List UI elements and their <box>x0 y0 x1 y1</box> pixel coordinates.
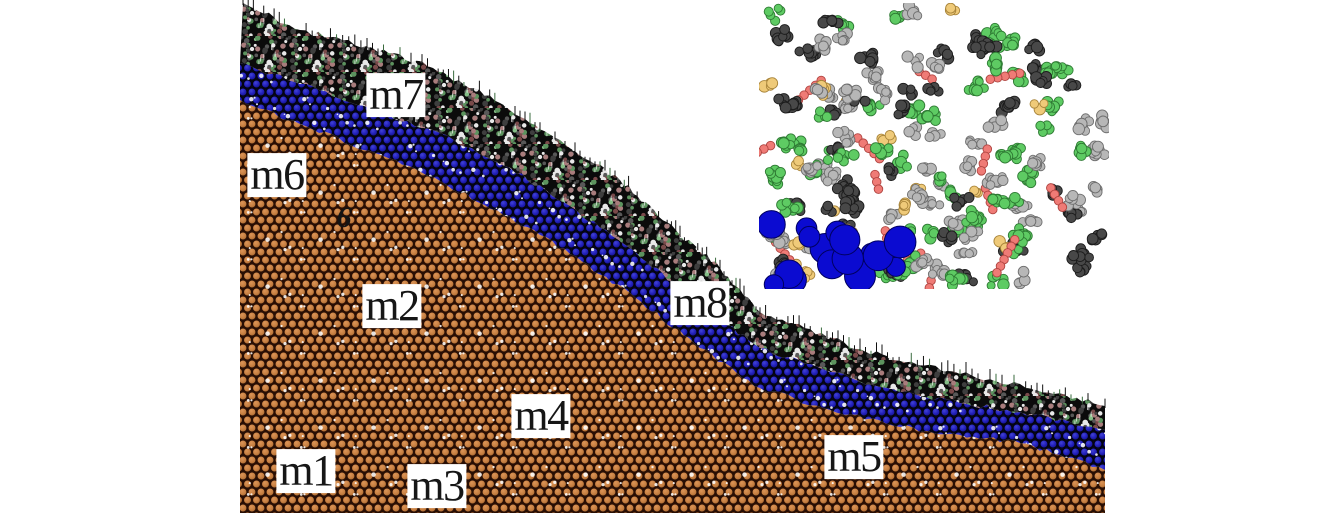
material-label-m5: m5 <box>824 435 884 479</box>
material-label-m7: m7 <box>366 73 426 117</box>
blue-layer-speckles <box>240 63 1105 470</box>
surface-roughness-ticks <box>242 0 1106 408</box>
material-label-m4: m4 <box>511 394 571 438</box>
material-label-m3: m3 <box>407 464 467 508</box>
material-label-m1: m1 <box>276 449 336 493</box>
substrate-speckles <box>240 100 1105 513</box>
zoom-inset <box>759 3 1109 289</box>
material-label-m6: m6 <box>247 153 307 197</box>
material-label-m2: m2 <box>362 284 422 328</box>
surface-layer <box>240 3 1105 430</box>
stray-glyph: 6 <box>336 201 352 234</box>
material-label-m8: m8 <box>670 281 730 325</box>
